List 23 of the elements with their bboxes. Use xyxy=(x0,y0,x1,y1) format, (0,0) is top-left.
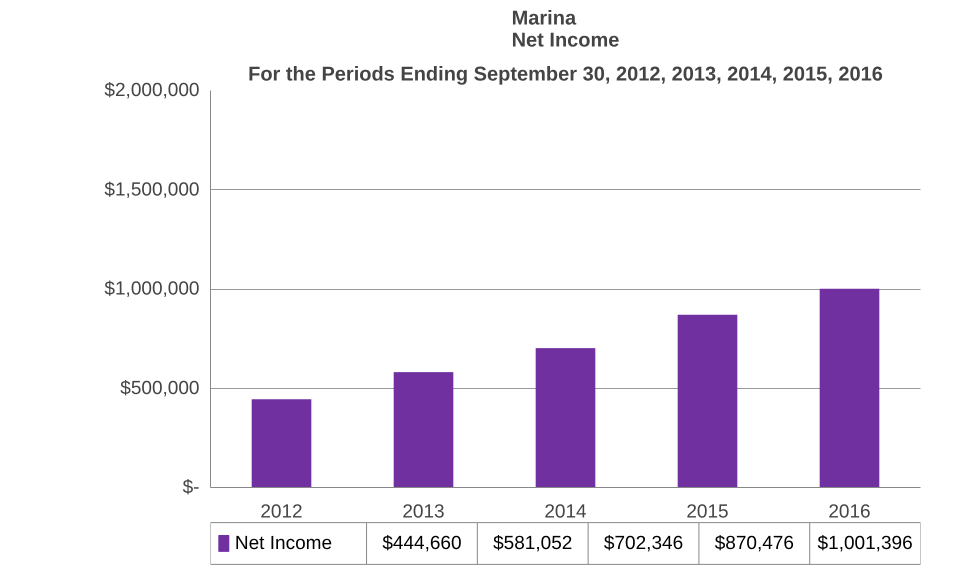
x-tick-label: 2016 xyxy=(828,502,871,522)
y-tick-label: $- xyxy=(182,477,200,498)
x-tick-label: 2014 xyxy=(544,502,588,522)
bar xyxy=(536,348,596,488)
x-tick-label: 2013 xyxy=(402,502,445,522)
legend-label: Net Income xyxy=(234,532,332,554)
bar xyxy=(820,288,880,488)
x-tick-label: 2012 xyxy=(260,502,303,522)
text: $1,001,396 xyxy=(818,532,913,554)
bar xyxy=(394,372,454,488)
y-tick-label: $500,000 xyxy=(120,378,200,399)
y-tick-label: $1,500,000 xyxy=(104,179,200,200)
chart-subtitle: For the Periods Ending September 30, 2012, 2013, 2014, 2015, 2016 xyxy=(248,64,883,86)
text: $870,476 xyxy=(714,532,794,554)
text: $702,346 xyxy=(604,532,684,554)
y-tick-label: $2,000,000 xyxy=(104,80,200,101)
bar xyxy=(252,399,312,488)
chart-title: Marina Net Income xyxy=(512,8,620,52)
text: $581,052 xyxy=(493,532,572,554)
text: $444,660 xyxy=(382,532,462,554)
y-tick-label: $1,000,000 xyxy=(104,278,200,300)
x-tick-label: 2015 xyxy=(686,502,729,522)
bar xyxy=(678,314,738,488)
